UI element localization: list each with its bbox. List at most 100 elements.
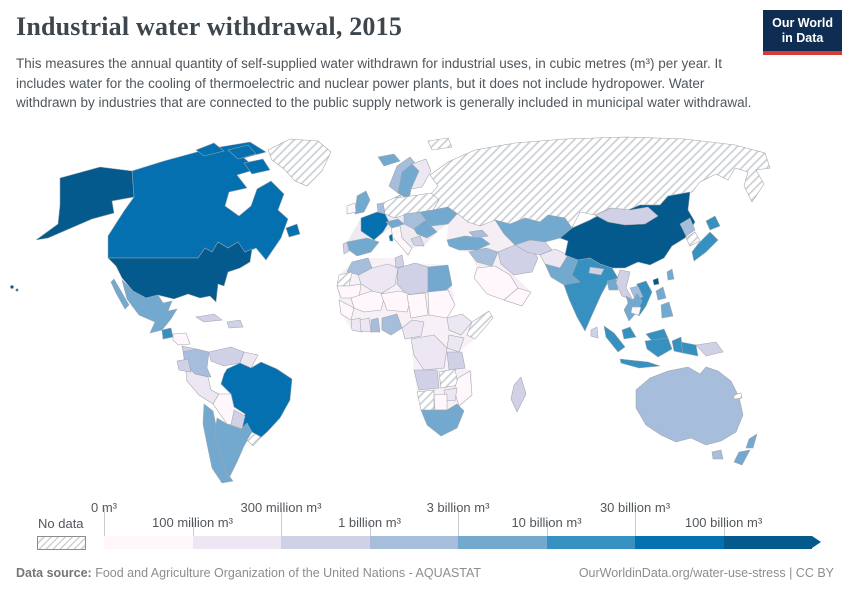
- legend-tick: [458, 508, 459, 536]
- country-japan-hokkaido[interactable]: [705, 215, 721, 231]
- country-tanzania[interactable]: [446, 351, 466, 371]
- country-china[interactable]: [559, 191, 696, 269]
- country-north-korea[interactable]: [679, 217, 696, 237]
- country-malaysia-peninsula[interactable]: [621, 326, 637, 340]
- country-germany-poland-belarus[interactable]: [382, 192, 440, 219]
- country-botswana[interactable]: [433, 393, 448, 411]
- country-iceland[interactable]: [377, 153, 401, 167]
- country-indonesia-borneo[interactable]: [644, 337, 673, 358]
- country-guinea[interactable]: [350, 317, 363, 333]
- country-usa-hawaii-2[interactable]: [15, 288, 19, 292]
- country-ecuador[interactable]: [176, 358, 192, 373]
- country-laos[interactable]: [629, 285, 644, 300]
- legend-segment[interactable]: [723, 536, 812, 549]
- country-canada-newfoundland[interactable]: [285, 223, 301, 238]
- country-honduras[interactable]: [172, 332, 191, 346]
- country-mauritania[interactable]: [336, 283, 362, 299]
- owid-url-link[interactable]: OurWorldinData.org/water-use-stress | CC…: [578, 566, 834, 580]
- country-ghana[interactable]: [370, 317, 381, 333]
- country-namibia[interactable]: [416, 389, 435, 413]
- country-new-zealand-north[interactable]: [745, 433, 758, 449]
- country-bangladesh[interactable]: [606, 278, 619, 291]
- country-venezuela[interactable]: [208, 346, 245, 367]
- country-canada-arctic-1[interactable]: [195, 142, 225, 157]
- country-usa-alaska[interactable]: [35, 166, 135, 241]
- country-ireland[interactable]: [346, 202, 357, 215]
- country-georgia[interactable]: [468, 229, 489, 239]
- map-legend: No data 0 m³ 100 million m³ 300 million m³…: [0, 500, 850, 554]
- country-ethiopia[interactable]: [446, 313, 473, 336]
- country-portugal[interactable]: [342, 241, 350, 255]
- country-brazil[interactable]: [220, 361, 293, 442]
- country-finland[interactable]: [410, 158, 432, 190]
- legend-segment[interactable]: [369, 536, 458, 549]
- country-mozambique[interactable]: [453, 370, 473, 407]
- owid-logo[interactable]: Our World in Data: [763, 10, 842, 55]
- legend-segment[interactable]: [281, 536, 370, 549]
- country-mexico[interactable]: [121, 279, 178, 334]
- legend-tick-label: 3 billion m³: [426, 500, 490, 515]
- new-caledonia-island: [732, 392, 743, 400]
- country-dominican-republic[interactable]: [226, 319, 244, 329]
- country-morocco[interactable]: [346, 257, 373, 276]
- country-turkey[interactable]: [446, 235, 491, 251]
- country-angola[interactable]: [413, 369, 440, 391]
- country-zambia[interactable]: [438, 368, 459, 389]
- country-philippines-mindanao[interactable]: [660, 301, 674, 319]
- country-greece[interactable]: [410, 235, 425, 247]
- country-sri-lanka[interactable]: [590, 326, 599, 339]
- country-indonesia-papua[interactable]: [680, 341, 699, 357]
- country-new-zealand-south[interactable]: [733, 449, 751, 466]
- country-argentina[interactable]: [214, 417, 253, 479]
- country-taiwan[interactable]: [666, 268, 675, 281]
- country-philippines-luzon[interactable]: [655, 286, 667, 301]
- country-somalia[interactable]: [466, 310, 494, 340]
- country-papua-new-guinea[interactable]: [695, 341, 724, 357]
- legend-tick-label: 10 billion m³: [511, 515, 582, 530]
- country-mexico-baja[interactable]: [110, 278, 130, 310]
- country-dr-congo[interactable]: [410, 334, 448, 371]
- country-south-korea[interactable]: [685, 231, 701, 247]
- country-ivory-coast[interactable]: [359, 317, 372, 333]
- country-cuba[interactable]: [195, 313, 223, 323]
- no-data-swatch[interactable]: [37, 536, 86, 550]
- country-uruguay[interactable]: [246, 431, 262, 447]
- country-sudan[interactable]: [427, 289, 456, 319]
- country-romania[interactable]: [413, 219, 438, 239]
- country-indonesia-java[interactable]: [619, 358, 661, 369]
- legend-segment[interactable]: [458, 536, 547, 549]
- data-source-label: Data source:: [16, 566, 92, 580]
- country-united-kingdom[interactable]: [354, 190, 371, 215]
- country-usa-hawaii[interactable]: [10, 285, 14, 289]
- country-yemen-oman[interactable]: [503, 287, 532, 307]
- country-nepal[interactable]: [588, 266, 605, 276]
- country-china-hainan[interactable]: [652, 277, 660, 286]
- world-choropleth-map[interactable]: [0, 128, 850, 498]
- legend-segment[interactable]: [546, 536, 635, 549]
- country-canada-arctic-2[interactable]: [227, 144, 257, 160]
- country-nigeria[interactable]: [381, 313, 403, 336]
- country-guatemala[interactable]: [161, 327, 174, 340]
- country-cambodia[interactable]: [630, 306, 642, 316]
- country-tunisia[interactable]: [394, 254, 405, 269]
- country-iraq-syria[interactable]: [468, 247, 499, 267]
- country-italy[interactable]: [390, 225, 413, 256]
- country-madagascar[interactable]: [510, 376, 527, 413]
- country-cameroon[interactable]: [401, 319, 425, 340]
- country-japan-honshu[interactable]: [691, 231, 719, 262]
- legend-bar[interactable]: [104, 536, 821, 549]
- country-mongolia[interactable]: [594, 206, 659, 226]
- country-chad[interactable]: [406, 292, 429, 319]
- country-australia[interactable]: [635, 366, 744, 446]
- legend-segment[interactable]: [104, 536, 193, 549]
- country-indonesia-sumatra[interactable]: [603, 325, 626, 353]
- legend-segment[interactable]: [635, 536, 724, 549]
- country-greenland[interactable]: [267, 138, 332, 187]
- legend-segment[interactable]: [192, 536, 281, 549]
- country-france-corsica[interactable]: [388, 233, 394, 242]
- country-france[interactable]: [360, 211, 390, 241]
- country-australia-tasmania[interactable]: [711, 449, 724, 460]
- country-canada-arctic-3[interactable]: [243, 158, 271, 175]
- country-south-africa[interactable]: [420, 403, 465, 437]
- country-myanmar[interactable]: [615, 269, 634, 301]
